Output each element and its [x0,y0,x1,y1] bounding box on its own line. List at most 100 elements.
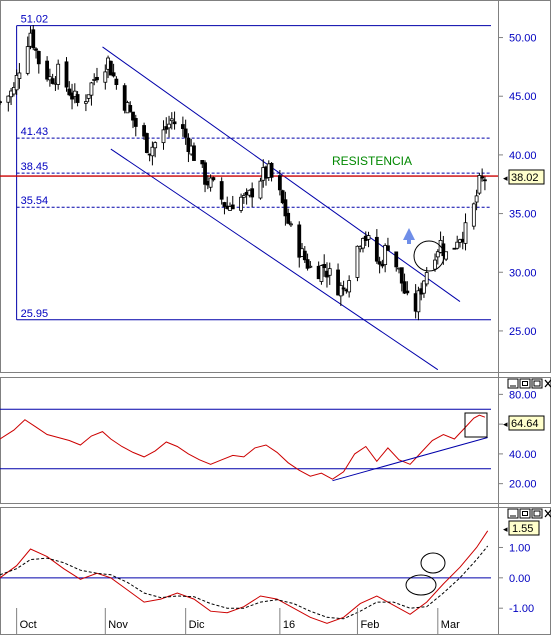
y-tick-label: 20.00 [509,479,537,491]
candle-body [361,238,365,249]
y-tick-label: 1.00 [509,542,530,554]
x-tick-label: Feb [360,619,379,631]
candle-body [72,90,77,97]
candle-body [203,162,207,185]
y-tick-label: 40.00 [509,449,537,461]
x-tick-label: Mar [441,619,460,631]
oscillator-levels [0,408,491,470]
crossover-circle-1 [420,552,446,574]
candle-body [433,259,437,270]
candle-body [17,72,22,79]
candle-body [95,76,99,81]
candle-body [208,177,213,188]
candle-body [34,48,38,51]
price-last-value-box: ◂ 38.02 [503,169,545,185]
oscillator-last-value-box: ◂ 64.64 [503,415,545,431]
candle-body [230,204,235,210]
candle-body [463,222,468,244]
candle-body [366,235,371,240]
candle-body [405,290,410,294]
candle-body [150,146,155,157]
close-icon[interactable] [544,379,551,388]
candle-body [377,261,382,265]
price-panel: 51.02 41.43 38.45 35.54 25.95 50.00 45.00 40.0… [0,14,545,371]
macd-panel: 1.00 0.00 -1.00 ◂ 1.55 [0,520,540,624]
candle-body [103,71,108,83]
candle-body [180,124,185,129]
candle-body [338,285,343,297]
channel-upper-line [102,46,461,302]
candle-body [422,280,426,294]
candle-body [297,224,302,258]
candle-body [83,101,88,104]
fib-level-label: 41.43 [21,126,49,138]
candle-body [283,199,288,217]
macd-signal-line [0,545,489,620]
macd-y-axis: 1.00 0.00 -1.00 [498,542,534,615]
candle-body [241,195,246,198]
candle-body [341,287,346,290]
candle-body [0,101,2,104]
candle-body [386,245,390,251]
x-tick-label: Dic [189,619,205,631]
candle-body [161,129,166,144]
close-icon[interactable] [544,509,551,518]
channel-lower-line [110,148,439,371]
y-tick-label: 45.00 [509,91,537,103]
x-tick-label: Oct [20,619,37,631]
macd-line [0,530,489,624]
candle-body [441,243,446,257]
candle-body [211,177,216,181]
candle-body [399,267,404,284]
candle-body [36,51,41,65]
oscillator-last-value: 64.64 [511,418,539,430]
candle-body [416,290,421,313]
candle-body [167,123,171,129]
candle-body [483,179,487,182]
candle-body [122,85,127,111]
candle-body [374,236,379,262]
oscillator-support-trendline [332,437,488,482]
candle-body [142,125,146,137]
candle-body [471,203,476,227]
last-value-marker-icon: ◂ [503,173,508,183]
candle-body [424,272,429,285]
minimize-icon[interactable] [507,508,519,519]
candle-body [133,118,138,127]
candle-body [14,74,19,91]
candle-body [394,251,399,268]
restore-icon[interactable] [519,508,531,519]
candle-body [186,137,191,152]
candlesticks [0,25,487,321]
candle-body [67,88,72,96]
candle-body [477,175,482,194]
y-tick-label: 80.00 [509,389,537,401]
macd-panel-frame [0,507,551,635]
candle-body [402,281,407,294]
last-value-marker-icon: ◂ [503,419,508,429]
candle-body [144,133,149,153]
y-tick-label: 35.00 [509,209,537,221]
trend-channel [102,46,461,371]
candle-body [452,247,457,250]
candle-body [111,72,116,77]
maximize-icon[interactable] [531,508,543,519]
minimize-icon[interactable] [507,378,519,389]
candle-body [302,250,307,261]
oscillator-series [0,414,486,480]
candle-body [355,245,360,278]
candle-body [336,269,340,296]
price-panel-frame [0,0,551,373]
price-last-value: 38.02 [511,172,539,184]
candle-body [289,223,293,226]
macd-panel-controls [507,508,551,519]
y-tick-label: 50.00 [509,33,537,45]
candle-body [480,176,485,179]
candle-body [6,95,11,103]
restore-icon[interactable] [519,378,531,389]
maximize-icon[interactable] [531,378,543,389]
candle-body [114,78,119,86]
candle-body [319,265,324,282]
candle-body [75,94,80,103]
